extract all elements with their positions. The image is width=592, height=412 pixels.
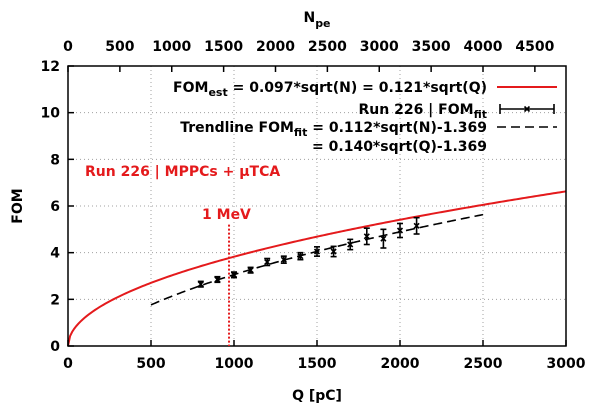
data-point	[396, 227, 404, 234]
run-label: Run 226 | MPPCs + µTCA	[85, 164, 280, 180]
data-point	[247, 267, 254, 274]
legend-label-run-226: Run 226 | FOMfit	[359, 102, 488, 121]
x-tick-label: 3000	[547, 356, 586, 372]
y-axis-title: FOM	[10, 188, 26, 223]
legend-label-trendline: Trendline FOMfit = 0.112*sqrt(N)-1.369	[180, 120, 487, 139]
x2-tick-label: 1500	[204, 39, 243, 55]
data-points	[197, 216, 420, 288]
legend: FOMest = 0.097*sqrt(N) = 0.121*sqrt(Q) Ru…	[173, 80, 557, 155]
x2-tick-label: 2500	[308, 39, 347, 55]
data-point	[313, 248, 321, 255]
data-point	[264, 258, 271, 266]
data-point	[214, 276, 221, 283]
mev-label: 1 MeV	[202, 207, 251, 223]
x2-tick-label: 3500	[412, 39, 451, 55]
x-tick-label: 2500	[464, 356, 503, 372]
y-tick-label: 6	[50, 199, 60, 215]
data-point	[197, 281, 204, 288]
x2-tick-label: 1000	[152, 39, 191, 55]
data-point	[347, 241, 354, 248]
data-point	[280, 256, 287, 263]
data-point	[380, 235, 387, 242]
legend-label-fom-est: FOMest = 0.097*sqrt(N) = 0.121*sqrt(Q)	[173, 80, 487, 99]
annotations: Run 226 | MPPCs + µTCA 1 MeV	[85, 164, 280, 346]
grid	[68, 66, 566, 346]
x-tick-label: 1000	[215, 356, 254, 372]
data-point	[363, 233, 370, 240]
x-tick-label: 1500	[298, 356, 337, 372]
x2-tick-label: 0	[63, 39, 73, 55]
x-axis-title: Q [pC]	[292, 388, 342, 404]
x-tick-label: 500	[136, 356, 165, 372]
legend-label-trendline-q: = 0.140*sqrt(Q)-1.369	[312, 139, 487, 155]
data-point	[230, 271, 238, 278]
y-tick-label: 4	[50, 246, 60, 262]
x2-tick-label: 4000	[464, 39, 503, 55]
fom-est-curve	[67, 190, 567, 347]
y-tick-label: 10	[41, 106, 61, 122]
x2-tick-label: 500	[105, 39, 134, 55]
x2-tick-label: 2000	[256, 39, 295, 55]
y-tick-label: 8	[50, 152, 60, 168]
y-tick-label: 2	[50, 292, 60, 308]
x2-tick-label: 4500	[515, 39, 554, 55]
x2-tick-label: 3000	[360, 39, 399, 55]
data-point	[413, 222, 420, 229]
data-point	[297, 253, 304, 260]
x-tick-label: 0	[63, 356, 73, 372]
x2-axis-title: Npe	[303, 10, 330, 30]
trendline-curve	[150, 213, 484, 306]
x-tick-label: 2000	[381, 356, 420, 372]
legend-swatch-marker	[523, 105, 531, 113]
y-tick-label: 12	[41, 59, 60, 75]
data-point	[330, 248, 337, 255]
axes: 0 500 1000 1500 2000 2500 3000 0 500 1000 1500 2000…	[10, 10, 586, 404]
y-tick-label: 0	[50, 339, 60, 355]
